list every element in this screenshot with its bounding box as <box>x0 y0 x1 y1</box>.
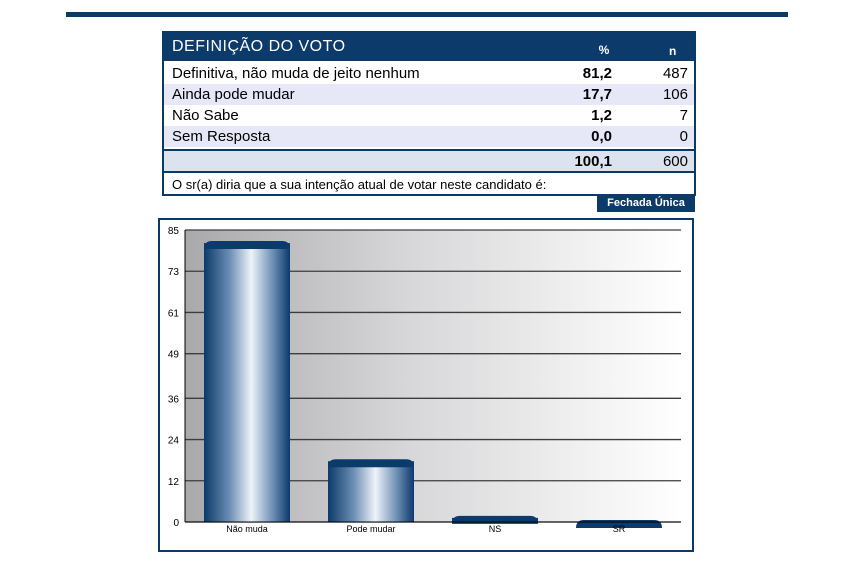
table-row: Sem Resposta 0,0 0 <box>164 126 694 147</box>
y-tick-label: 0 <box>173 518 179 529</box>
row-count: 487 <box>662 65 688 82</box>
total-count: 600 <box>662 153 688 170</box>
chart-canvas: 0 12 24 36 49 61 73 85 Não muda Pode mudar NS SR <box>168 226 681 534</box>
row-percent: 17,7 <box>582 86 612 103</box>
row-percent: 1,2 <box>591 107 612 124</box>
x-tick-label: SR <box>613 524 626 534</box>
x-tick-label: NS <box>489 524 502 534</box>
row-count: 7 <box>679 107 688 124</box>
table-row: Não Sabe 1,2 7 <box>164 105 694 126</box>
total-row: 100,1 600 <box>164 149 694 173</box>
results-table: Definição do voto % n Definitiva, não mu… <box>162 31 696 196</box>
row-percent: 81,2 <box>582 65 612 82</box>
total-percent: 100,1 <box>574 153 612 170</box>
row-label: Definitiva, não muda de jeito nenhum <box>172 65 420 82</box>
bar-cap <box>204 241 290 250</box>
bar <box>328 461 414 522</box>
y-tick-label: 12 <box>168 477 180 488</box>
row-count: 106 <box>662 86 688 103</box>
table-row: Ainda pode mudar 17,7 106 <box>164 84 694 105</box>
y-tick-label: 73 <box>168 267 180 278</box>
row-count: 0 <box>679 128 688 145</box>
x-tick-label: Não muda <box>226 524 268 534</box>
col-header-percent: % <box>598 43 610 57</box>
y-tick-label: 49 <box>168 350 180 361</box>
table-row: Definitiva, não muda de jeito nenhum 81,… <box>164 63 694 84</box>
table-header: Definição do voto % n <box>164 33 694 61</box>
bar <box>204 243 290 522</box>
table-title: Definição do voto <box>172 38 346 55</box>
question-type-badge: Fechada Única <box>597 194 695 212</box>
row-label: Sem Resposta <box>172 128 271 145</box>
y-tick-label: 61 <box>168 308 180 319</box>
row-percent: 0,0 <box>591 128 612 145</box>
x-tick-label: Pode mudar <box>346 524 395 534</box>
row-label: Ainda pode mudar <box>172 86 295 103</box>
bar-cap <box>452 515 538 524</box>
bar-chart: 0 12 24 36 49 61 73 85 Não muda Pode mudar NS SR <box>158 218 694 552</box>
bar-cap <box>328 459 414 468</box>
y-tick-label: 24 <box>168 436 180 447</box>
col-header-n: n <box>669 44 677 58</box>
question-text: O sr(a) diria que a sua intenção atual d… <box>172 177 547 192</box>
row-label: Não Sabe <box>172 107 239 124</box>
top-divider <box>66 12 788 17</box>
y-tick-label: 85 <box>168 226 180 237</box>
y-tick-label: 36 <box>168 394 180 405</box>
